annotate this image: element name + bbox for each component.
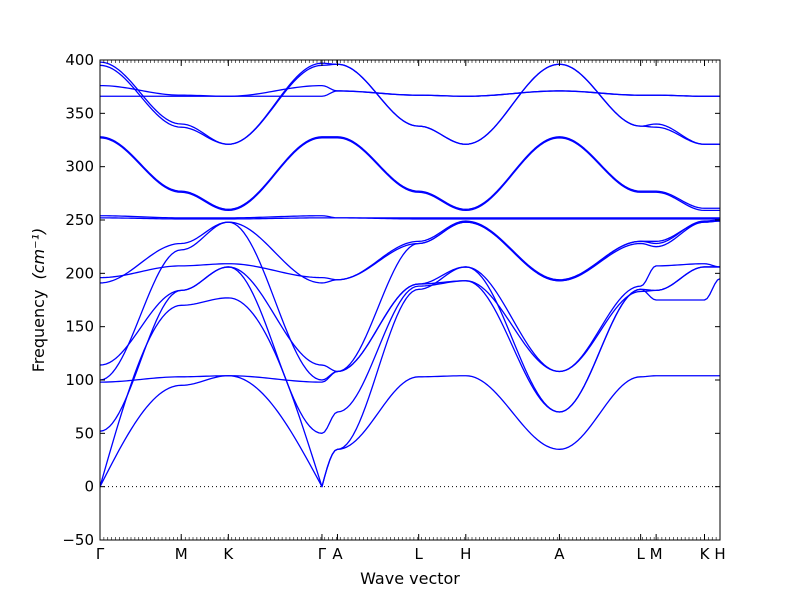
dispersion-branch [100, 61, 720, 145]
dispersion-branch [100, 215, 720, 219]
dispersion-branch [100, 136, 720, 210]
x-tick-label: L [415, 545, 424, 563]
y-axis-title-unit: (cm⁻¹) [29, 228, 48, 280]
dispersion-branch [100, 220, 720, 284]
y-tick-label: 350 [65, 104, 94, 122]
x-axis-title: Wave vector [360, 569, 460, 588]
y-tick-label: 250 [65, 211, 94, 229]
dispersion-branch [100, 263, 720, 383]
y-tick-label: 100 [65, 371, 94, 389]
dispersion-branch [100, 219, 720, 281]
x-tick-label: M [650, 545, 663, 563]
dispersion-branch [100, 137, 720, 212]
y-tick-label: 300 [65, 158, 94, 176]
x-tick-label: Γ [318, 545, 327, 563]
y-tick-label: −50 [62, 531, 94, 549]
x-tick-label: A [332, 545, 343, 563]
y-tick-label: 50 [75, 424, 94, 442]
x-tick-label: Γ [96, 545, 105, 563]
y-axis-title: Frequency (cm⁻¹) [29, 228, 48, 372]
y-tick-label: 200 [65, 264, 94, 282]
dispersion-branch [100, 217, 720, 220]
y-tick-label: 400 [65, 51, 94, 69]
dispersion-curves [100, 61, 720, 488]
x-tick-label: L [636, 545, 645, 563]
dispersion-branch [100, 221, 720, 413]
x-tick-label: K [223, 545, 234, 563]
dispersion-branch [100, 375, 720, 488]
x-tick-label: H [714, 545, 725, 563]
dispersion-branch [100, 63, 720, 145]
plot-frame [99, 59, 721, 541]
y-tick-label: 0 [84, 478, 94, 496]
x-tick-label: A [554, 545, 565, 563]
y-tick-label: 150 [65, 318, 94, 336]
y-axis-ticks: −50 0 50 100 150 200 250 300 350 400 [62, 51, 720, 549]
x-axis-minor-ticks [99, 60, 721, 540]
x-tick-label: K [700, 545, 711, 563]
x-tick-label: M [175, 545, 188, 563]
x-tick-label: H [460, 545, 471, 563]
y-axis-title-text: Frequency [29, 290, 48, 373]
dispersion-branch [100, 84, 720, 97]
